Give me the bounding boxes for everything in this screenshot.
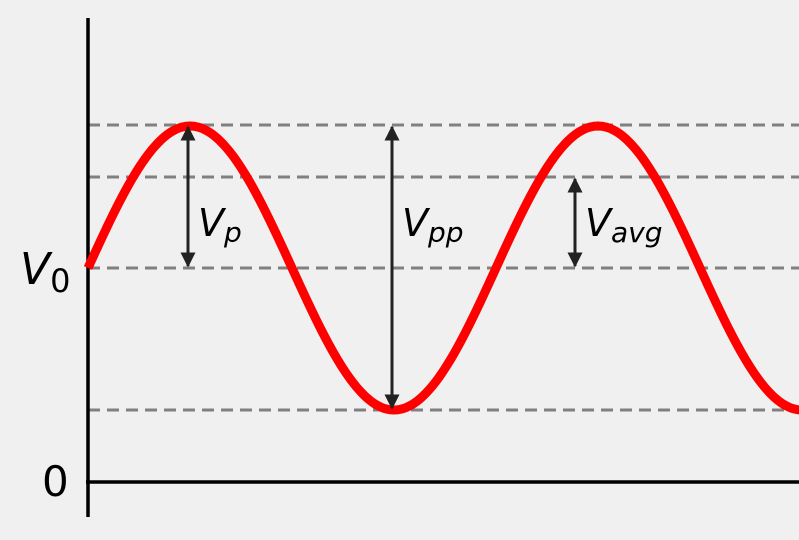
vp-label: Vp [198, 201, 242, 249]
vpp-label: Vpp [402, 201, 464, 249]
sine-waveform [83, 121, 799, 415]
zero-label: 0 [42, 457, 69, 506]
measurement-arrows [180, 125, 583, 410]
reference-lines [88, 123, 799, 412]
vavg-label: Vavg [585, 201, 663, 249]
v0-label: V0 [20, 244, 70, 300]
